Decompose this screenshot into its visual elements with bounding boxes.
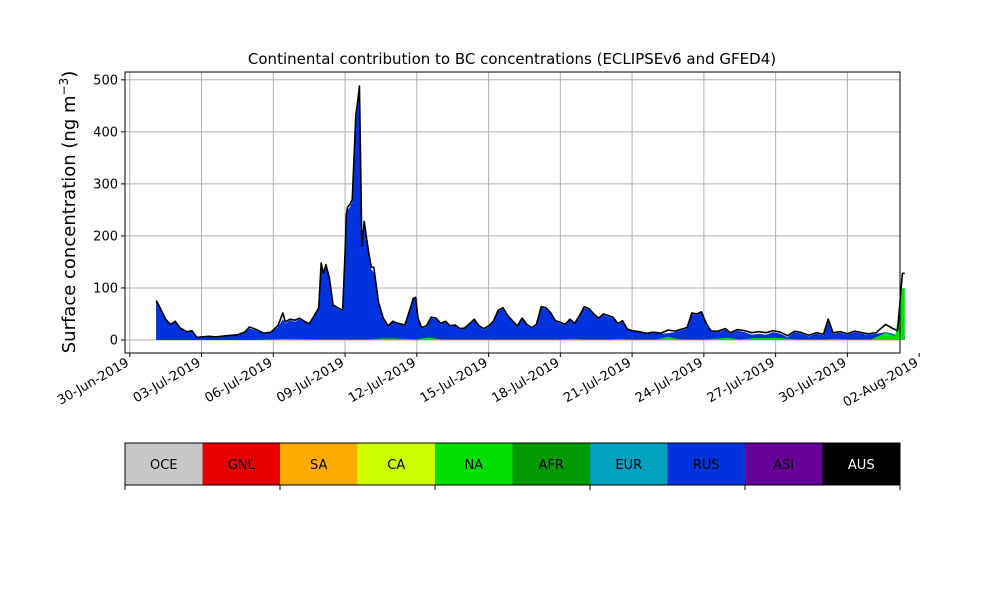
- legend-label-afr: AFR: [539, 458, 564, 473]
- y-tick-label: 0: [110, 333, 118, 348]
- legend-swatch-afr: [512, 443, 590, 485]
- legend-swatch-gnl: [202, 443, 280, 485]
- legend-label-asi: ASI: [773, 458, 794, 473]
- chart-title: Continental contribution to BC concentra…: [248, 50, 776, 68]
- stacked-areas: [156, 89, 905, 340]
- plot-frame: [124, 71, 901, 354]
- y-tick-label: 100: [93, 281, 118, 296]
- x-tick-label: 18-Jul-2019: [490, 355, 563, 406]
- x-tick-label: 12-Jul-2019: [346, 355, 419, 406]
- legend-swatch-rus: [667, 443, 745, 485]
- x-tick-label: 09-Jul-2019: [274, 355, 347, 406]
- y-axis-ticks: 0 100 200 300 400 500: [93, 73, 125, 348]
- y-tick-label: 500: [93, 73, 118, 88]
- x-tick-label: 30-Jul-2019: [777, 355, 850, 406]
- y-tick-label: 200: [93, 229, 118, 244]
- y-axis-label-suffix: ): [59, 71, 80, 78]
- legend-swatch-aus: [822, 443, 900, 485]
- legend-label-oce: OCE: [150, 458, 178, 473]
- legend-label-na: NA: [464, 458, 483, 473]
- y-tick-label: 400: [93, 125, 118, 140]
- legend-swatch-ca: [357, 443, 435, 485]
- legend-swatch-eur: [590, 443, 668, 485]
- x-tick-label: 15-Jul-2019: [418, 355, 491, 406]
- x-tick-label: 03-Jul-2019: [131, 355, 204, 406]
- legend-swatch-na: [435, 443, 513, 485]
- y-axis-label-exponent: −3: [57, 78, 71, 96]
- total-line: [155, 85, 905, 339]
- total-series-line: [155, 85, 905, 339]
- y-axis-label: Surface concentration (ng m−3): [57, 71, 80, 354]
- legend-label-ca: CA: [387, 458, 405, 473]
- x-tick-label: 02-Aug-2019: [841, 355, 921, 410]
- x-tick-label: 24-Jul-2019: [633, 355, 706, 406]
- y-tick-label: 300: [93, 177, 118, 192]
- colorbar-legend: OCE GNL SA CA NA AFR EUR RUS ASI AUS: [124, 442, 901, 490]
- legend-label-eur: EUR: [615, 458, 642, 473]
- x-tick-label: 06-Jul-2019: [202, 355, 275, 406]
- grid-lines: [125, 72, 900, 353]
- x-axis-ticks: 30-Jun-201903-Jul-201906-Jul-201909-Jul-…: [55, 353, 921, 411]
- legend-swatch-sa: [280, 443, 358, 485]
- legend-frame: [124, 442, 901, 486]
- x-tick-label: 30-Jun-2019: [55, 355, 132, 408]
- legend-label-rus: RUS: [693, 458, 720, 473]
- y-axis-label-main: Surface concentration (ng m: [59, 95, 80, 353]
- legend-label-gnl: GNL: [228, 458, 256, 473]
- x-tick-label: 21-Jul-2019: [561, 355, 634, 406]
- legend-label-aus: AUS: [848, 458, 875, 473]
- area-rus: [156, 89, 905, 340]
- legend-swatch-asi: [745, 443, 823, 485]
- legend-label-sa: SA: [310, 458, 327, 473]
- x-tick-label: 27-Jul-2019: [705, 355, 778, 406]
- legend-swatch-oce: [125, 443, 203, 485]
